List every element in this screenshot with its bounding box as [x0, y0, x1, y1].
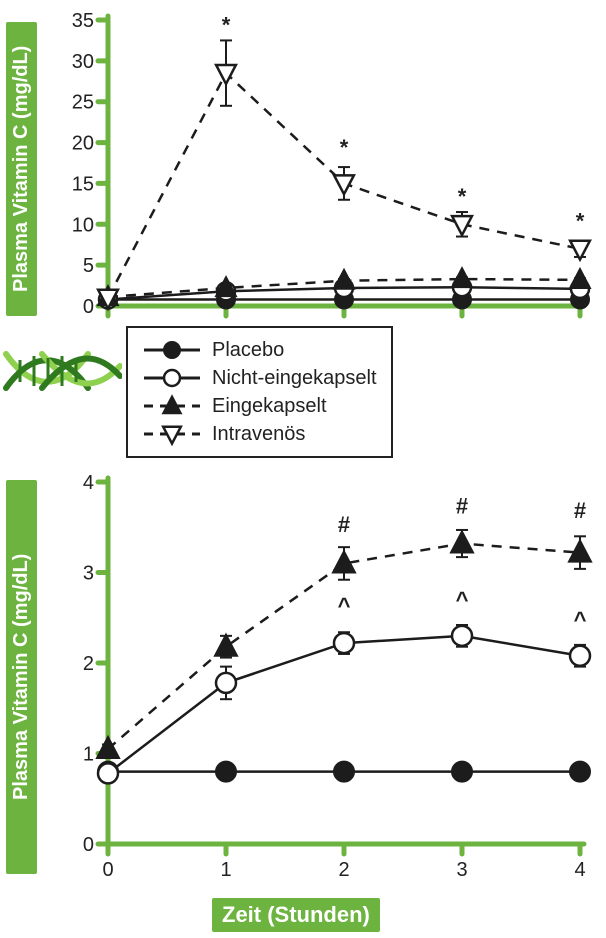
- svg-text:*: *: [576, 208, 585, 233]
- svg-text:0: 0: [83, 834, 94, 856]
- legend-item: Eingekapselt: [142, 392, 377, 420]
- svg-text:#: #: [574, 498, 586, 523]
- svg-text:30: 30: [72, 51, 94, 73]
- svg-text:#: #: [456, 494, 468, 519]
- svg-text:35: 35: [72, 10, 94, 32]
- top-chart: 0 5 10 15 20 25 30 35 * * * *: [50, 6, 600, 326]
- legend-label: Placebo: [212, 339, 284, 362]
- svg-text:0: 0: [83, 296, 94, 318]
- legend-label: Intravenös: [212, 423, 305, 446]
- svg-text:^: ^: [574, 607, 587, 632]
- svg-text:10: 10: [72, 214, 94, 236]
- svg-text:0: 0: [102, 859, 113, 881]
- svg-text:20: 20: [72, 133, 94, 155]
- x-axis-label: Zeit (Stunden): [212, 898, 380, 932]
- legend-label: Nicht-eingekapselt: [212, 367, 377, 390]
- svg-text:1: 1: [220, 859, 231, 881]
- svg-text:1: 1: [83, 744, 94, 766]
- svg-text:*: *: [340, 135, 349, 160]
- y-axis-label-bottom: Plasma Vitamin C (mg/dL): [6, 480, 37, 874]
- svg-text:5: 5: [83, 255, 94, 277]
- svg-text:2: 2: [83, 653, 94, 675]
- y-axis-label-text: Plasma Vitamin C (mg/dL): [10, 46, 33, 292]
- svg-text:4: 4: [574, 859, 585, 881]
- bottom-chart: 0 1 2 3 4 0 1 2 3 4 # # # ^ ^ ^: [50, 468, 600, 888]
- svg-text:3: 3: [456, 859, 467, 881]
- svg-text:^: ^: [338, 593, 351, 618]
- svg-text:25: 25: [72, 92, 94, 114]
- svg-text:3: 3: [83, 563, 94, 585]
- svg-text:2: 2: [338, 859, 349, 881]
- svg-text:4: 4: [83, 472, 94, 494]
- legend-item: Nicht-eingekapselt: [142, 364, 377, 392]
- legend-item: Intravenös: [142, 420, 377, 448]
- y-axis-label-text: Plasma Vitamin C (mg/dL): [10, 554, 33, 800]
- svg-text:15: 15: [72, 173, 94, 195]
- dna-icon: [2, 336, 122, 406]
- legend-item: Placebo: [142, 336, 377, 364]
- svg-text:*: *: [222, 12, 231, 37]
- y-axis-label-top: Plasma Vitamin C (mg/dL): [6, 22, 37, 316]
- svg-text:^: ^: [456, 587, 469, 612]
- x-axis-label-text: Zeit (Stunden): [222, 902, 370, 928]
- svg-text:#: #: [338, 512, 350, 537]
- figure: Plasma Vitamin C (mg/dL) 05101520253035*…: [0, 0, 606, 938]
- legend-label: Eingekapselt: [212, 395, 327, 418]
- svg-text:*: *: [458, 184, 467, 209]
- legend: Placebo Nicht-eingekapselt Eingekapselt Int…: [126, 326, 393, 458]
